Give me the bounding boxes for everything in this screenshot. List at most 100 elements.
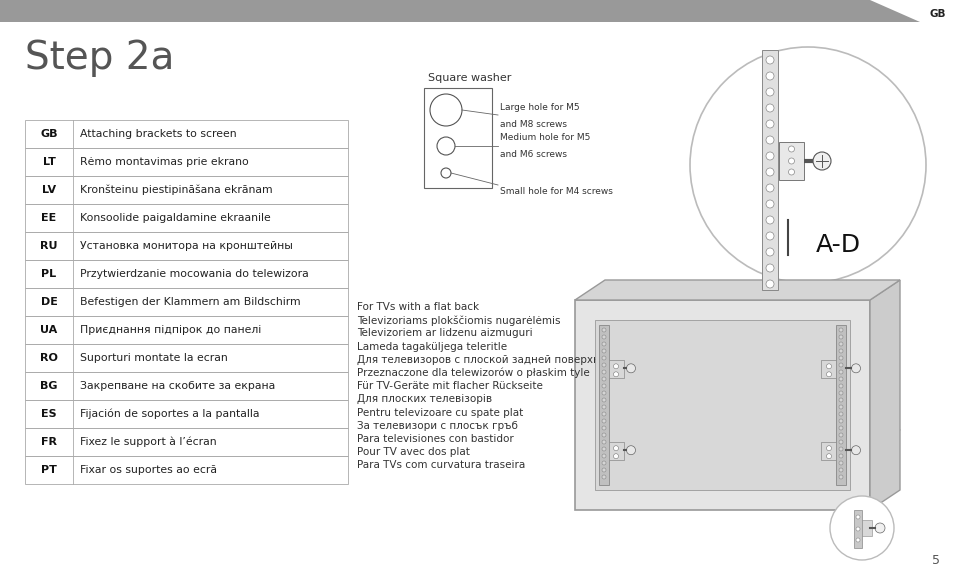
Circle shape [601, 475, 605, 479]
Circle shape [765, 232, 773, 240]
Circle shape [838, 384, 842, 388]
Circle shape [838, 405, 842, 409]
Text: Medium hole for M5: Medium hole for M5 [499, 133, 590, 142]
Circle shape [601, 426, 605, 430]
Circle shape [838, 426, 842, 430]
Bar [25, 372, 348, 400]
Circle shape [765, 216, 773, 224]
Bar [25, 400, 348, 428]
Circle shape [613, 364, 618, 369]
Polygon shape [869, 280, 899, 510]
Circle shape [626, 446, 635, 455]
Text: GB: GB [929, 9, 945, 19]
Text: DE: DE [41, 297, 57, 307]
Circle shape [613, 454, 618, 459]
Circle shape [601, 454, 605, 458]
Text: Приєднання підпірок до панелі: Приєднання підпірок до панелі [80, 325, 261, 335]
Circle shape [812, 152, 830, 170]
Bar [25, 428, 348, 456]
Circle shape [838, 454, 842, 458]
Text: PL: PL [41, 269, 56, 279]
Bar [608, 360, 623, 378]
Circle shape [601, 447, 605, 451]
Circle shape [765, 104, 773, 112]
Text: A-D: A-D [815, 233, 860, 257]
Text: Televizoriem ar lidzenu aizmuguri: Televizoriem ar lidzenu aizmuguri [356, 328, 532, 339]
Circle shape [689, 47, 925, 283]
Bar [25, 232, 348, 260]
Circle shape [601, 433, 605, 437]
Bar [25, 204, 348, 232]
Circle shape [838, 419, 842, 423]
Text: Attaching brackets to screen: Attaching brackets to screen [80, 129, 236, 139]
Bar [575, 300, 869, 510]
Circle shape [601, 328, 605, 332]
Text: RO: RO [40, 353, 58, 363]
Circle shape [838, 335, 842, 339]
Text: Fixar os suportes ao ecrã: Fixar os suportes ao ecrã [80, 465, 216, 475]
Circle shape [838, 398, 842, 402]
Text: Fixez le support à l’écran: Fixez le support à l’écran [80, 437, 216, 448]
Circle shape [613, 372, 618, 377]
Text: EE: EE [41, 213, 56, 223]
Bar [25, 316, 348, 344]
Text: LT: LT [43, 157, 55, 167]
Circle shape [825, 454, 831, 459]
Text: Для плоских телевізорів: Для плоских телевізорів [356, 394, 492, 405]
Circle shape [838, 440, 842, 444]
Circle shape [825, 446, 831, 451]
Circle shape [838, 391, 842, 395]
Circle shape [601, 391, 605, 395]
Text: and M6 screws: and M6 screws [499, 150, 566, 159]
Bar [25, 148, 348, 176]
Circle shape [825, 372, 831, 377]
Bar [821, 442, 835, 460]
Bar [25, 288, 348, 316]
Text: LV: LV [42, 185, 56, 195]
Circle shape [855, 538, 859, 542]
Circle shape [601, 370, 605, 374]
Text: Step 2a: Step 2a [25, 39, 174, 77]
Circle shape [829, 496, 893, 560]
Text: FR: FR [41, 437, 57, 447]
Text: For TVs with a flat back: For TVs with a flat back [356, 302, 478, 312]
Circle shape [838, 377, 842, 381]
Circle shape [601, 377, 605, 381]
Circle shape [765, 280, 773, 288]
Circle shape [838, 447, 842, 451]
Text: Square washer: Square washer [428, 73, 511, 83]
Text: Befestigen der Klammern am Bildschirm: Befestigen der Klammern am Bildschirm [80, 297, 300, 307]
Circle shape [613, 446, 618, 451]
Bar [821, 360, 835, 378]
Circle shape [601, 440, 605, 444]
Circle shape [601, 461, 605, 465]
Circle shape [765, 248, 773, 256]
Text: Установка монитора на кронштейны: Установка монитора на кронштейны [80, 241, 293, 251]
Text: 5: 5 [931, 554, 939, 567]
Text: Konsoolide paigaldamine ekraanile: Konsoolide paigaldamine ekraanile [80, 213, 271, 223]
Text: Kronšteinu piestipināšana ekrānam: Kronšteinu piestipināšana ekrānam [80, 185, 273, 195]
Circle shape [825, 364, 831, 369]
Text: Pour TV avec dos plat: Pour TV avec dos plat [356, 447, 470, 457]
Bar [25, 260, 348, 288]
Circle shape [838, 468, 842, 472]
Circle shape [765, 184, 773, 192]
Circle shape [851, 446, 860, 455]
Circle shape [765, 56, 773, 64]
Circle shape [838, 370, 842, 374]
Bar [25, 456, 348, 484]
Text: Large hole for M5: Large hole for M5 [499, 103, 579, 112]
Bar [608, 442, 623, 460]
Circle shape [838, 328, 842, 332]
Bar [853, 510, 862, 548]
Text: Fijación de soportes a la pantalla: Fijación de soportes a la pantalla [80, 409, 259, 419]
Circle shape [601, 335, 605, 339]
Circle shape [838, 356, 842, 360]
Circle shape [601, 398, 605, 402]
Text: GB: GB [40, 129, 58, 139]
Circle shape [874, 523, 884, 533]
Bar [25, 176, 348, 204]
Polygon shape [0, 0, 919, 22]
Text: Для телевизоров с плоской задней поверхностью: Для телевизоров с плоской задней поверхн… [356, 355, 633, 365]
Circle shape [601, 419, 605, 423]
